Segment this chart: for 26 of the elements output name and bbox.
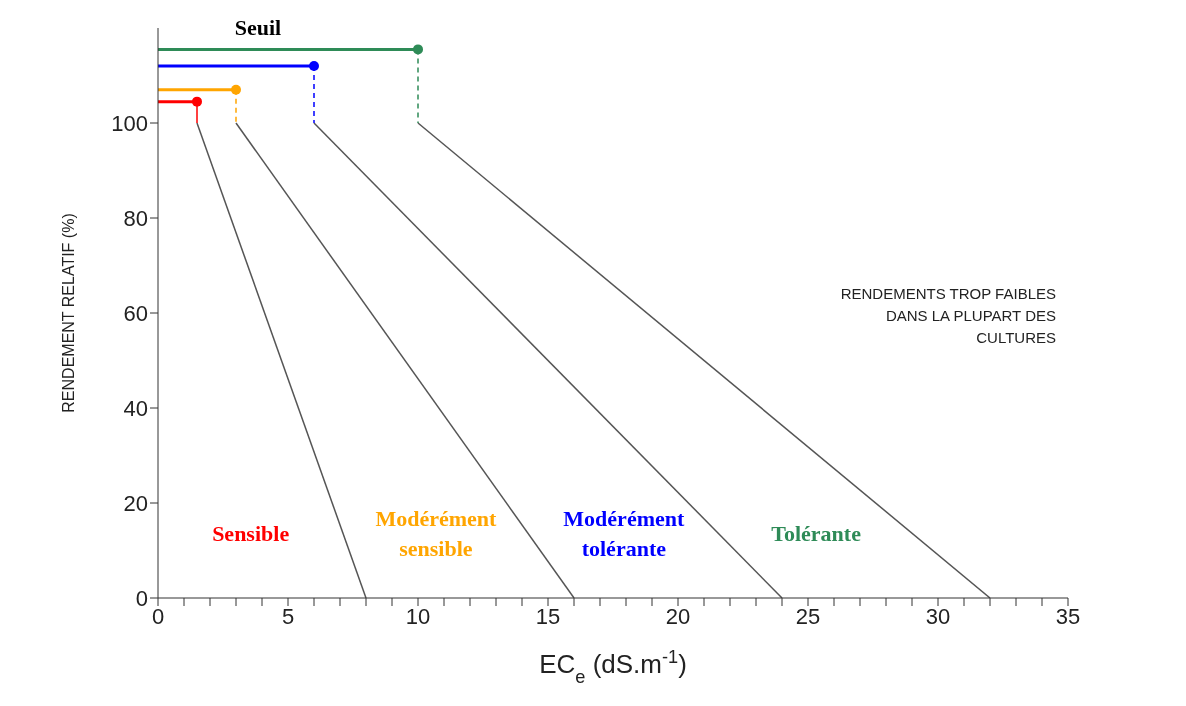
- y-tick-label: 0: [135, 585, 148, 611]
- y-tick-label: 40: [123, 395, 148, 421]
- annotation: Seuil: [233, 15, 283, 42]
- x-axis-title: EC$_{e}$ (dS.m$^{-1}$): [539, 647, 687, 687]
- y-tick-label: 80: [123, 205, 148, 231]
- y-tick-label: 100: [111, 110, 148, 136]
- x-tick-label: 10: [405, 603, 431, 629]
- x-tick-label: 0: [151, 603, 165, 629]
- text: Modérément tolérante: [563, 505, 685, 564]
- x-tick-label: 35: [1055, 603, 1081, 629]
- y-tick-label: 20: [123, 490, 148, 516]
- point: [192, 96, 202, 107]
- text: Sensible: [212, 520, 290, 549]
- text: Modérément sensible: [375, 505, 497, 564]
- x-tick-label: 25: [795, 603, 821, 629]
- point: [413, 44, 423, 55]
- y-axis-title: RENDEMENT RELATIF (%): [59, 213, 77, 413]
- point: [309, 61, 319, 71]
- y-tick-label: 60: [123, 300, 148, 326]
- x-tick-label: 20: [665, 603, 691, 629]
- x-tick-label: 15: [535, 603, 561, 629]
- point: [231, 84, 241, 95]
- text: Tolérante: [771, 520, 861, 549]
- x-tick-label: 5: [281, 603, 295, 629]
- annotation: RENDEMENTS TROP FAIBLES DANS LA PLUPART DES CULTURES: [840, 284, 1056, 348]
- x-tick-label: 30: [925, 603, 951, 629]
